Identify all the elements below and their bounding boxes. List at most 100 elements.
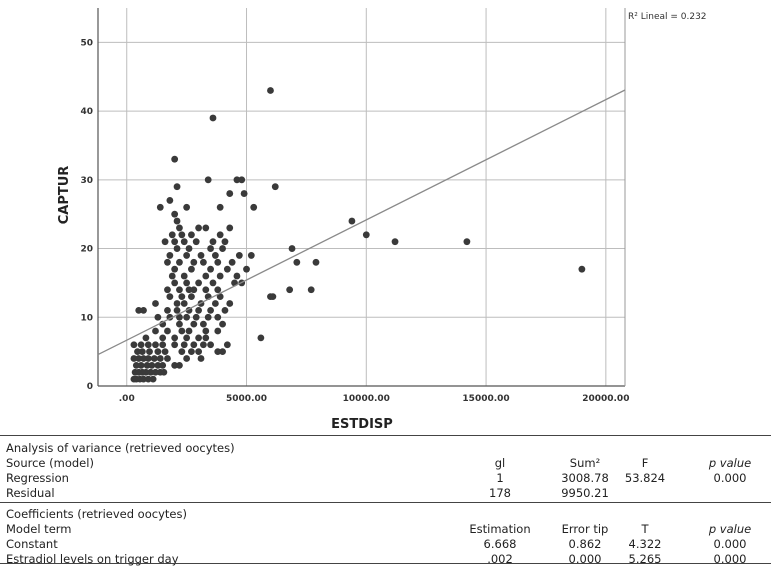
x-tick-label: 10000.00 bbox=[343, 394, 390, 404]
data-point bbox=[269, 293, 277, 301]
data-point bbox=[164, 327, 171, 335]
data-point bbox=[190, 320, 198, 328]
header-cell: Sum² bbox=[569, 456, 601, 470]
data-point bbox=[154, 348, 162, 356]
data-point bbox=[235, 252, 243, 259]
data-point bbox=[183, 252, 191, 259]
data-point bbox=[197, 252, 205, 259]
data-point bbox=[152, 300, 159, 307]
data-point bbox=[178, 293, 186, 301]
data-point bbox=[463, 238, 471, 246]
data-point bbox=[214, 313, 222, 321]
data-point bbox=[152, 327, 159, 335]
table-divider-top bbox=[0, 435, 771, 436]
data-point bbox=[168, 272, 176, 280]
coefficients-table: Coefficients (retrieved oocytes) Model t… bbox=[0, 507, 771, 567]
data-point bbox=[176, 320, 183, 328]
data-point bbox=[197, 355, 205, 362]
data-point bbox=[173, 183, 181, 191]
table-cell: .002 bbox=[487, 552, 513, 566]
table-cell: 0.000 bbox=[568, 552, 602, 566]
data-point bbox=[166, 197, 174, 204]
data-point bbox=[202, 286, 210, 294]
x-tick-label: 5000.00 bbox=[226, 394, 267, 404]
data-point bbox=[183, 279, 191, 287]
data-point bbox=[238, 176, 246, 184]
y-tick-label: 40 bbox=[80, 107, 93, 117]
data-point bbox=[171, 238, 179, 246]
header-cell: p value bbox=[708, 522, 752, 536]
table-cell: 1 bbox=[496, 471, 504, 485]
data-point bbox=[271, 183, 279, 191]
data-point bbox=[190, 341, 198, 349]
header-cell: T bbox=[641, 522, 649, 536]
coefficients-header-row: Model term Estimation Error tip T p valu… bbox=[0, 522, 771, 537]
data-point bbox=[211, 252, 219, 259]
anova-title: Analysis of variance (retrieved oocytes) bbox=[6, 441, 235, 455]
fit-line-group bbox=[97, 89, 626, 356]
r2-label: R² Lineal = 0.232 bbox=[628, 12, 707, 22]
data-point bbox=[200, 341, 207, 349]
data-point bbox=[142, 368, 150, 376]
table-cell: 0.000 bbox=[713, 552, 747, 566]
data-point bbox=[178, 348, 186, 356]
data-point bbox=[171, 279, 179, 287]
data-point bbox=[200, 258, 207, 266]
data-point bbox=[176, 361, 183, 369]
data-point bbox=[214, 348, 222, 356]
data-point bbox=[190, 286, 198, 294]
data-point bbox=[159, 361, 167, 369]
data-point bbox=[209, 238, 217, 246]
data-point bbox=[221, 307, 229, 314]
data-point bbox=[257, 334, 265, 342]
table-row: Regression 1 3008.78 53.824 0.000 bbox=[0, 471, 771, 486]
table-cell: Constant bbox=[6, 537, 58, 551]
data-point bbox=[216, 272, 224, 280]
data-point bbox=[250, 203, 258, 211]
data-point bbox=[137, 341, 145, 349]
data-point bbox=[226, 224, 234, 232]
data-point bbox=[185, 327, 193, 335]
header-cell: Error tip bbox=[561, 522, 609, 536]
header-cell: Source (model) bbox=[6, 456, 94, 470]
x-tick-label: .00 bbox=[119, 394, 135, 404]
data-point bbox=[176, 286, 183, 294]
data-point bbox=[267, 87, 274, 94]
data-point bbox=[200, 320, 207, 328]
data-point bbox=[171, 334, 179, 342]
tick-labels: .00 5000.00 10000.00 15000.00 20000.00 0 10 20 3… bbox=[80, 38, 629, 404]
data-point bbox=[176, 313, 183, 321]
data-point bbox=[307, 286, 315, 294]
data-point bbox=[183, 355, 191, 362]
fit-line bbox=[97, 89, 626, 356]
data-point bbox=[192, 238, 200, 246]
data-point bbox=[171, 361, 179, 369]
data-point bbox=[180, 238, 188, 246]
data-point bbox=[134, 348, 141, 356]
data-point bbox=[154, 313, 162, 321]
data-point bbox=[312, 258, 320, 266]
data-point bbox=[164, 286, 171, 294]
data-point bbox=[130, 341, 138, 349]
data-point bbox=[348, 217, 356, 225]
data-point bbox=[223, 341, 231, 349]
table-cell: 0.862 bbox=[568, 537, 602, 551]
data-point bbox=[180, 300, 188, 307]
plot-frame bbox=[97, 8, 626, 387]
data-point bbox=[173, 245, 181, 252]
data-point bbox=[144, 375, 152, 383]
data-point bbox=[288, 245, 296, 252]
header-cell: Model term bbox=[6, 522, 72, 536]
anova-table: Analysis of variance (retrieved oocytes)… bbox=[0, 441, 771, 501]
data-point bbox=[202, 224, 210, 232]
data-point bbox=[161, 238, 169, 246]
data-point bbox=[180, 341, 188, 349]
data-point bbox=[204, 313, 212, 321]
data-point bbox=[240, 190, 248, 197]
table-row: Estradiol levels on trigger day .002 0.0… bbox=[0, 552, 771, 567]
data-point bbox=[188, 265, 195, 273]
data-point bbox=[211, 300, 219, 307]
data-point bbox=[166, 252, 174, 259]
data-point bbox=[132, 361, 140, 369]
data-point bbox=[148, 361, 156, 369]
